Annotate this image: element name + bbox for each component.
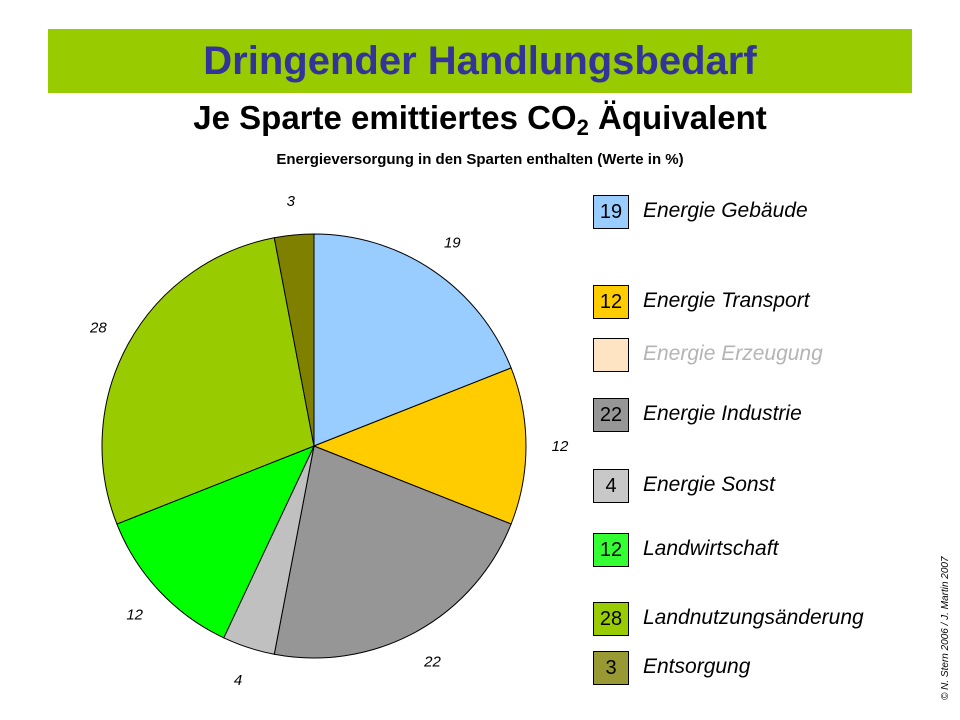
pie-data-label-1: 12 [552,438,569,455]
copyright-note: © N. Stern 2006 / J. Martin 2007 [940,556,951,700]
legend-swatch: 22 [593,398,629,432]
chart-title-prefix: Je Sparte emittiertes CO [193,99,577,136]
pie-data-label-3: 4 [234,672,242,689]
legend-label: Energie Gebäude [643,199,808,222]
legend-swatch: 12 [593,285,629,319]
chart-caption: Energieversorgung in den Sparten enthalt… [276,151,684,168]
legend-label: Entsorgung [643,655,751,678]
legend-swatch: 3 [593,651,629,685]
legend-label: Energie Industrie [643,402,802,425]
legend-swatch [593,338,629,372]
pie-slice-1 [312,367,527,525]
chart-title: Je Sparte emittiertes CO2 Äquivalent [0,99,960,141]
pie-data-label-2: 22 [423,654,441,671]
pie-data-label-0: 19 [444,235,461,252]
pie-slice-2 [273,445,512,659]
legend-swatch: 28 [593,602,629,636]
chart-title-subscript: 2 [576,115,589,140]
legend-label: Landnutzungsänderung [643,606,864,629]
legend-swatch: 19 [593,195,629,229]
legend-label: Energie Sonst [643,473,775,496]
legend-swatch: 4 [593,469,629,503]
pie-slice-4 [116,445,315,639]
pie-slice-0 [313,233,512,447]
chart-title-suffix: Äquivalent [588,99,767,136]
pie-data-label-4: 12 [126,606,143,623]
legend-swatch: 12 [593,533,629,567]
legend-label: Landwirtschaft [643,537,779,560]
legend-label: Energie Erzeugung [643,342,823,365]
title-banner: Dringender Handlungsbedarf [48,29,912,93]
page-title: Dringender Handlungsbedarf [203,39,757,83]
pie-slice-5 [101,237,315,525]
pie-slice-6 [273,233,315,447]
legend-label: Energie Transport [643,289,810,312]
pie-data-label-5: 28 [89,320,107,337]
pie-data-label-6: 3 [287,193,296,210]
